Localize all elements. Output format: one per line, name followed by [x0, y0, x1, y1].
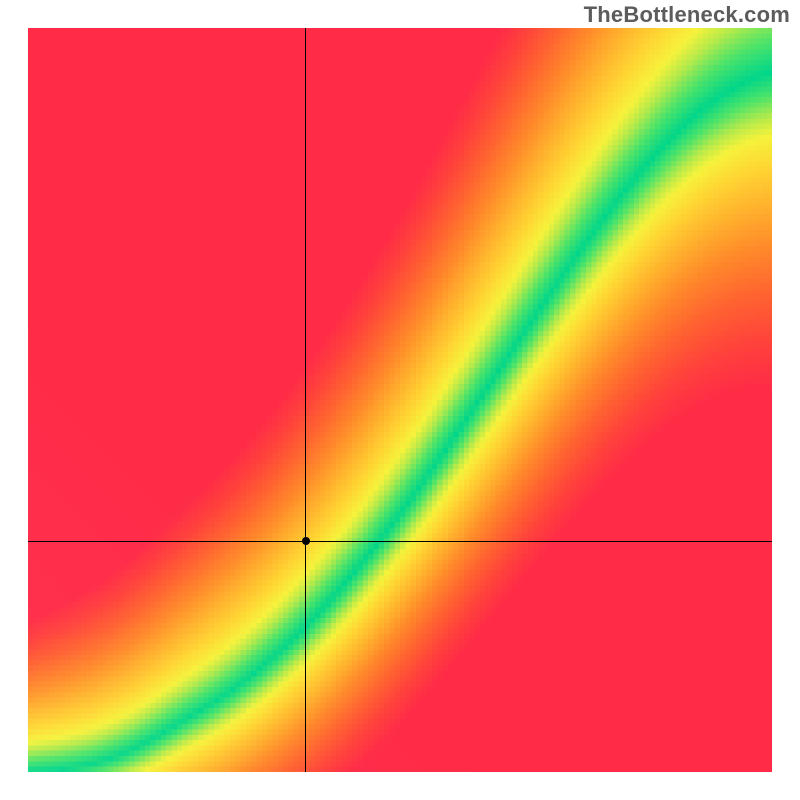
crosshair-vertical — [305, 28, 306, 772]
watermark-text: TheBottleneck.com — [584, 2, 790, 28]
selection-marker — [302, 537, 310, 545]
crosshair-horizontal — [28, 541, 772, 542]
figure-root: TheBottleneck.com — [0, 0, 800, 800]
bottleneck-heatmap — [28, 28, 772, 772]
